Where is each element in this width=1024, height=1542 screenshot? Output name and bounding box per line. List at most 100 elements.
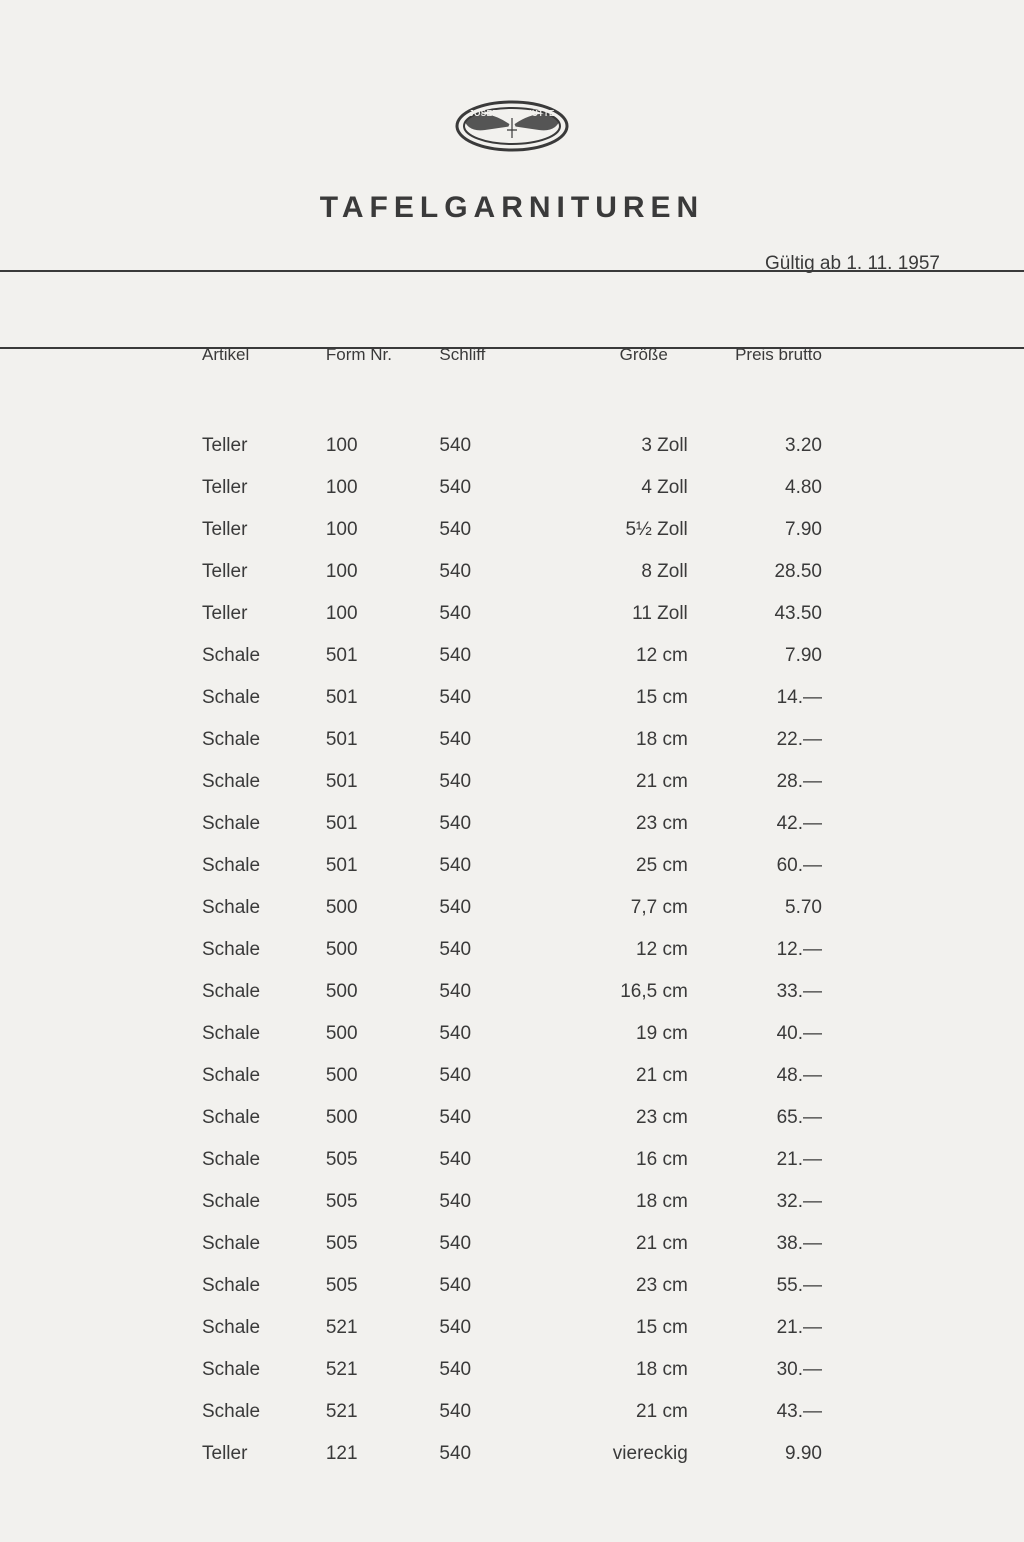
svg-text:JOSEPHINENHÜTTE: JOSEPHINENHÜTTE: [469, 109, 555, 118]
cell-schliff: 540: [429, 929, 543, 971]
cell-groesse: 16,5 cm: [543, 971, 698, 1013]
cell-schliff: 540: [429, 1433, 543, 1475]
cell-preis: 43.—: [698, 1391, 832, 1433]
cell-form: 500: [316, 929, 430, 971]
cell-preis: 48.—: [698, 1055, 832, 1097]
cell-groesse: 18 cm: [543, 1181, 698, 1223]
cell-artikel: Schale: [192, 887, 316, 929]
cell-groesse: 8 Zoll: [543, 551, 698, 593]
cell-groesse: 25 cm: [543, 845, 698, 887]
cell-preis: 7.90: [698, 635, 832, 677]
cell-groesse: 23 cm: [543, 1265, 698, 1307]
col-header-form: Form Nr.: [316, 321, 430, 389]
cell-schliff: 540: [429, 635, 543, 677]
col-header-artikel: Artikel: [192, 321, 316, 389]
cell-artikel: Schale: [192, 929, 316, 971]
cell-schliff: 540: [429, 467, 543, 509]
page-title: TAFELGARNITUREN: [64, 191, 960, 225]
cell-groesse: 19 cm: [543, 1013, 698, 1055]
cell-form: 500: [316, 1097, 430, 1139]
cell-form: 505: [316, 1181, 430, 1223]
cell-schliff: 540: [429, 845, 543, 887]
cell-form: 500: [316, 1055, 430, 1097]
cell-form: 501: [316, 677, 430, 719]
rule-top: [0, 270, 1024, 272]
cell-artikel: Teller: [192, 593, 316, 635]
cell-artikel: Teller: [192, 389, 316, 467]
cell-preis: 28.50: [698, 551, 832, 593]
cell-preis: 5.70: [698, 887, 832, 929]
cell-form: 500: [316, 1013, 430, 1055]
cell-preis: 14.—: [698, 677, 832, 719]
cell-form: 100: [316, 551, 430, 593]
cell-artikel: Schale: [192, 1265, 316, 1307]
cell-form: 521: [316, 1391, 430, 1433]
table-row: Teller121540viereckig9.90: [192, 1433, 832, 1475]
table-row: Teller1005408 Zoll28.50: [192, 551, 832, 593]
cell-artikel: Schale: [192, 1349, 316, 1391]
cell-groesse: 4 Zoll: [543, 467, 698, 509]
table-row: Schale50054019 cm40.—: [192, 1013, 832, 1055]
cell-form: 505: [316, 1265, 430, 1307]
table-row: Schale50154012 cm7.90: [192, 635, 832, 677]
cell-schliff: 540: [429, 971, 543, 1013]
cell-groesse: 23 cm: [543, 1097, 698, 1139]
cell-artikel: Schale: [192, 1055, 316, 1097]
price-table: Artikel Form Nr. Schliff Größe Preis bru…: [192, 321, 832, 1475]
table-row: Schale50554018 cm32.—: [192, 1181, 832, 1223]
cell-schliff: 540: [429, 1307, 543, 1349]
cell-form: 100: [316, 509, 430, 551]
cell-groesse: 21 cm: [543, 1055, 698, 1097]
cell-form: 100: [316, 389, 430, 467]
cell-groesse: viereckig: [543, 1433, 698, 1475]
table-row: Teller1005403 Zoll3.20: [192, 389, 832, 467]
cell-groesse: 21 cm: [543, 761, 698, 803]
cell-groesse: 21 cm: [543, 1391, 698, 1433]
cell-form: 501: [316, 803, 430, 845]
cell-preis: 3.20: [698, 389, 832, 467]
brand-logo: JOSEPHINENHÜTTE: [64, 90, 960, 167]
table-row: Schale50554023 cm55.—: [192, 1265, 832, 1307]
table-row: Schale50554016 cm21.—: [192, 1139, 832, 1181]
cell-artikel: Schale: [192, 761, 316, 803]
table-row: Schale50054012 cm12.—: [192, 929, 832, 971]
col-header-groesse: Größe: [543, 321, 698, 389]
cell-form: 500: [316, 971, 430, 1013]
cell-preis: 38.—: [698, 1223, 832, 1265]
cell-form: 121: [316, 1433, 430, 1475]
cell-artikel: Schale: [192, 845, 316, 887]
cell-schliff: 540: [429, 1223, 543, 1265]
cell-schliff: 540: [429, 1181, 543, 1223]
table-row: Schale52154018 cm30.—: [192, 1349, 832, 1391]
table-row: Schale50054023 cm65.—: [192, 1097, 832, 1139]
cell-artikel: Schale: [192, 635, 316, 677]
cell-form: 501: [316, 845, 430, 887]
cell-artikel: Schale: [192, 677, 316, 719]
cell-form: 500: [316, 887, 430, 929]
cell-artikel: Schale: [192, 1097, 316, 1139]
cell-artikel: Schale: [192, 803, 316, 845]
cell-preis: 33.—: [698, 971, 832, 1013]
cell-form: 505: [316, 1139, 430, 1181]
cell-artikel: Schale: [192, 1181, 316, 1223]
cell-schliff: 540: [429, 593, 543, 635]
cell-form: 100: [316, 467, 430, 509]
rule-under-header: [0, 347, 1024, 349]
table-row: Schale50154025 cm60.—: [192, 845, 832, 887]
cell-artikel: Teller: [192, 551, 316, 593]
cell-schliff: 540: [429, 389, 543, 467]
cell-schliff: 540: [429, 1139, 543, 1181]
cell-schliff: 540: [429, 509, 543, 551]
cell-preis: 9.90: [698, 1433, 832, 1475]
cell-preis: 65.—: [698, 1097, 832, 1139]
table-row: Schale52154021 cm43.—: [192, 1391, 832, 1433]
cell-schliff: 540: [429, 887, 543, 929]
table-row: Schale5005407,7 cm5.70: [192, 887, 832, 929]
cell-groesse: 11 Zoll: [543, 593, 698, 635]
cell-form: 501: [316, 635, 430, 677]
col-header-schliff: Schliff: [429, 321, 543, 389]
cell-preis: 42.—: [698, 803, 832, 845]
cell-groesse: 12 cm: [543, 929, 698, 971]
cell-schliff: 540: [429, 677, 543, 719]
cell-form: 100: [316, 593, 430, 635]
